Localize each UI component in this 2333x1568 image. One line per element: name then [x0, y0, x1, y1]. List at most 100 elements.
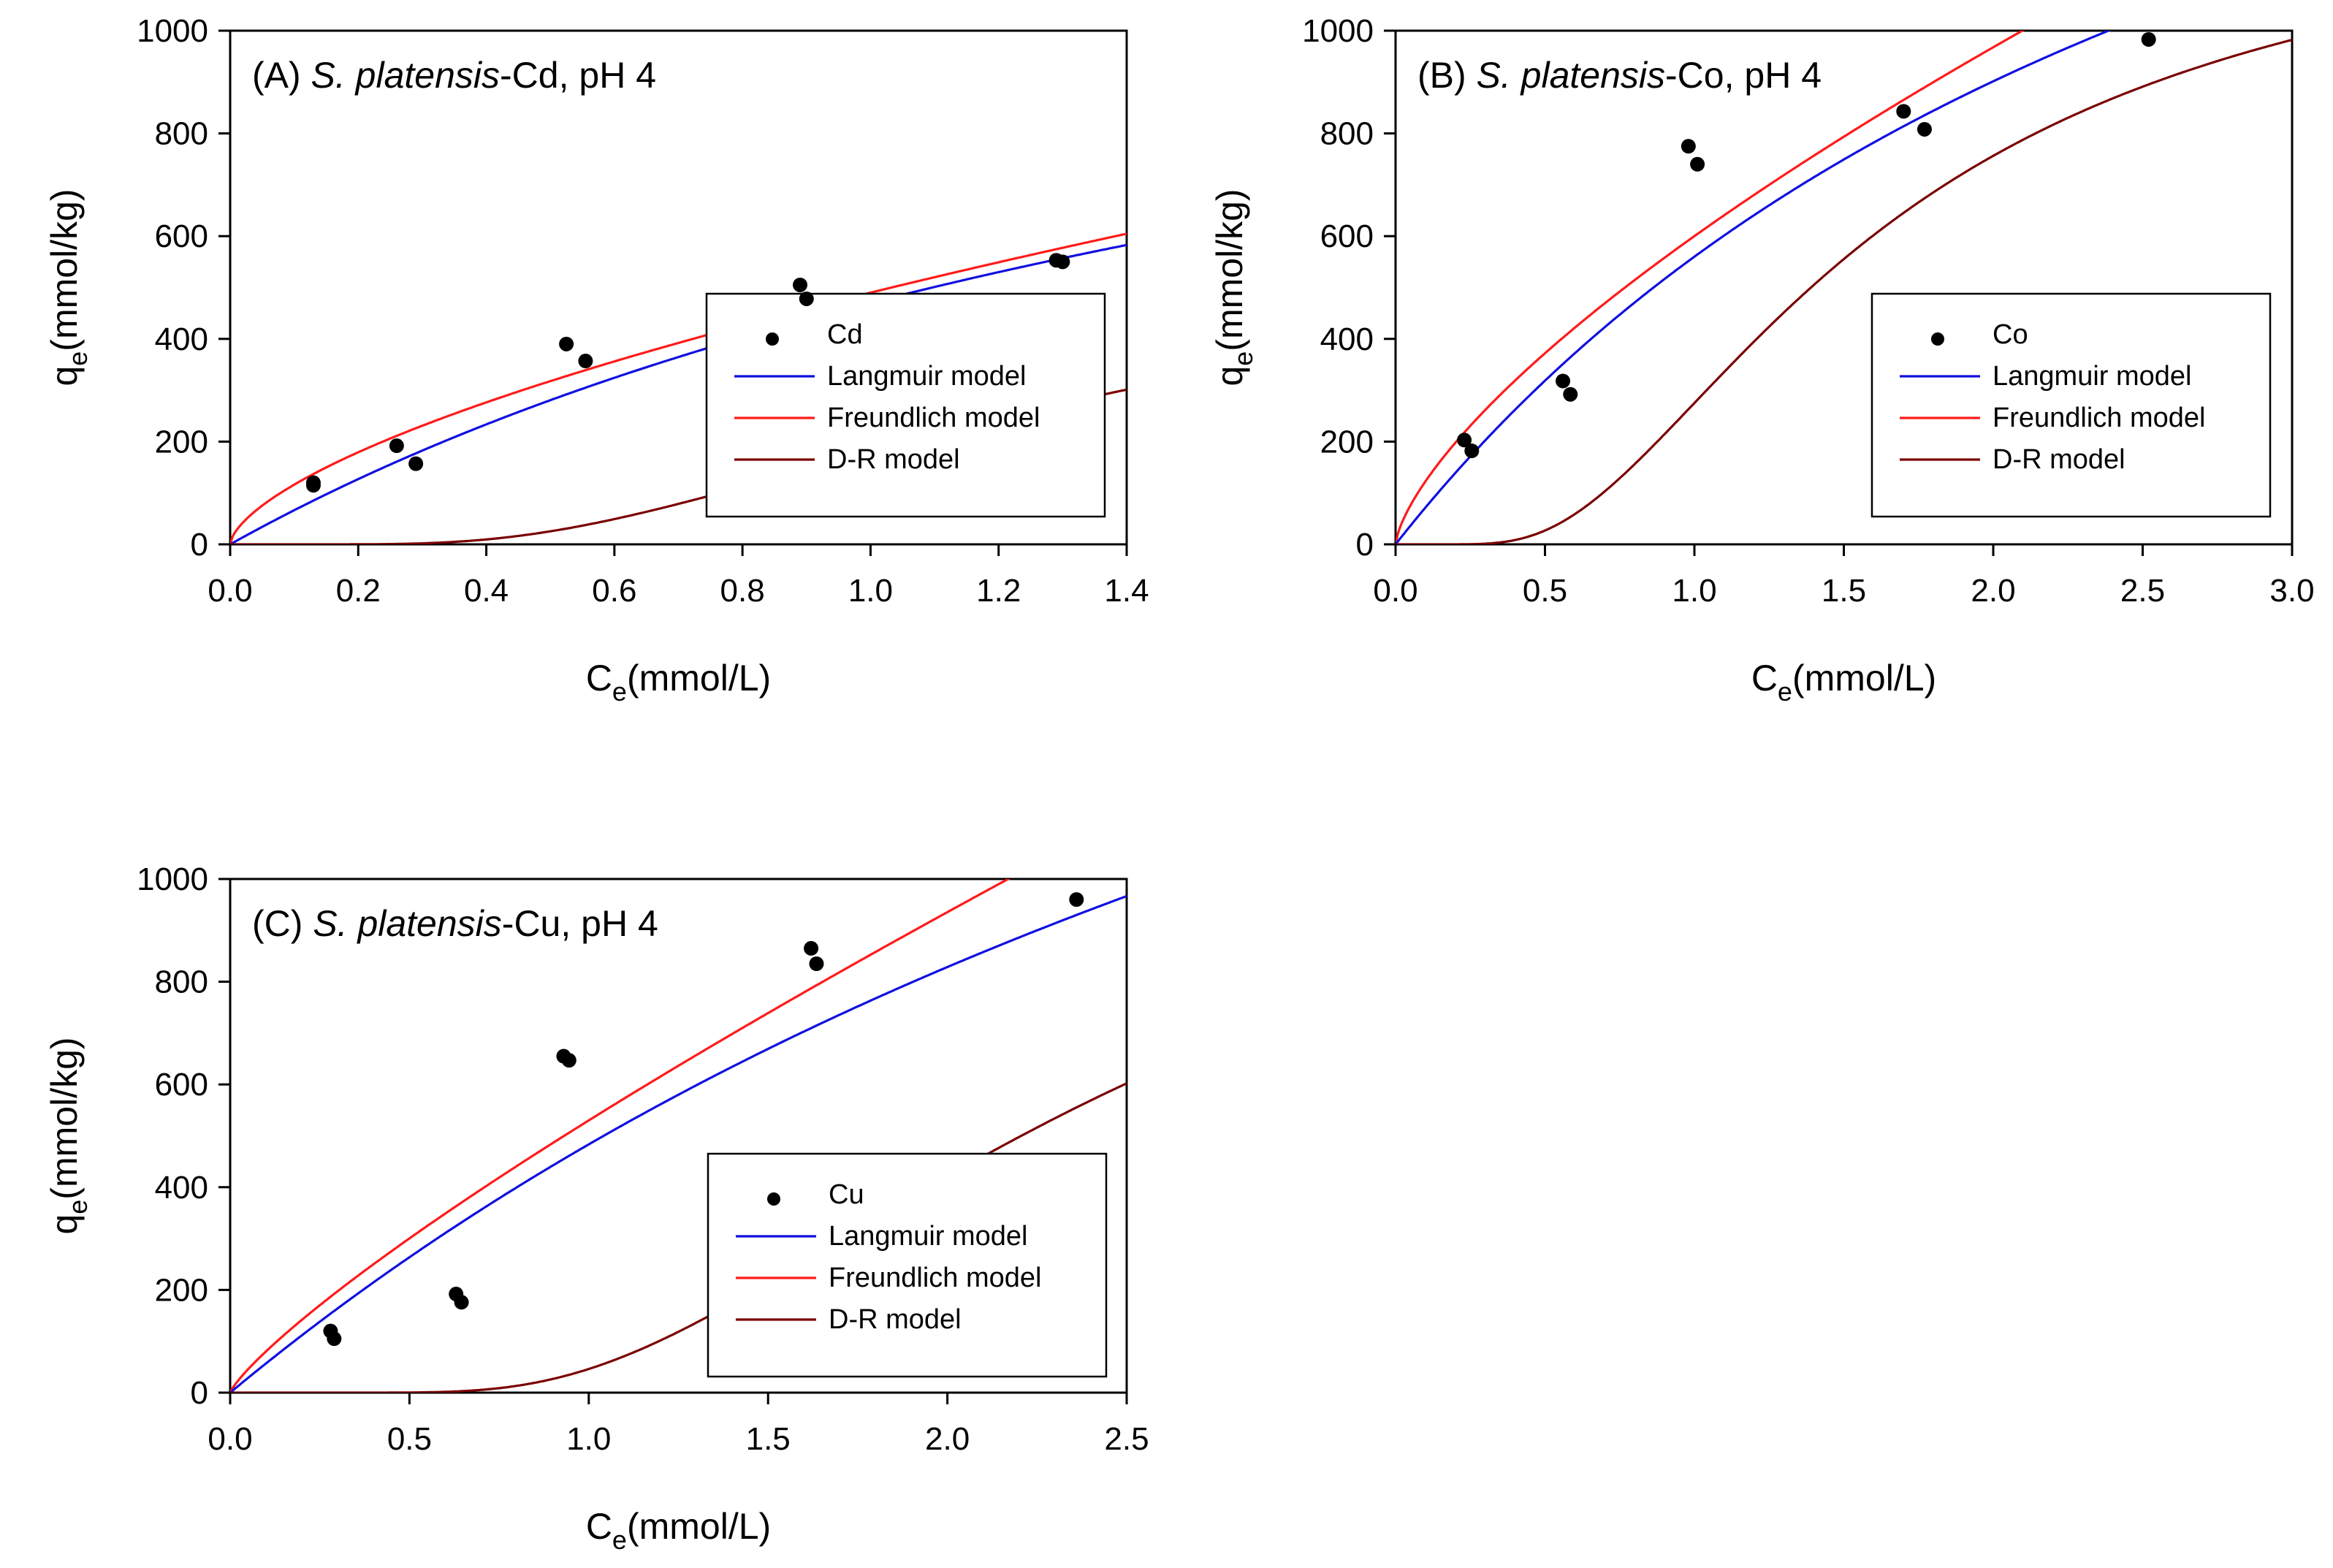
freundlich-curve: [230, 879, 1011, 1393]
x-tick-label: 0.0: [208, 573, 252, 609]
y-tick-label: 400: [155, 321, 208, 357]
data-point: [1055, 254, 1070, 270]
panel-title: (A) S. platensis-Cd, pH 4: [252, 55, 656, 96]
x-tick-label: 1.2: [976, 573, 1021, 609]
x-tick-label: 2.0: [925, 1421, 970, 1457]
legend-label: Co: [1993, 319, 2028, 350]
data-point: [1563, 387, 1578, 402]
legend: Cd Langmuir model Freundlich model D-R mode…: [705, 292, 1106, 518]
x-tick-label: 2.5: [1104, 1421, 1149, 1457]
x-tick-label: 2.0: [1971, 573, 2015, 609]
y-tick-label: 800: [155, 116, 208, 152]
y-tick-label: 200: [155, 424, 208, 460]
data-point: [408, 456, 424, 471]
y-axis-label: qe(mmol/kg): [44, 189, 93, 386]
x-tick-label: 0.5: [1523, 573, 1567, 609]
legend-label: Freundlich model: [1993, 403, 2205, 433]
data-point: [327, 1331, 342, 1347]
data-point: [809, 956, 824, 971]
x-axis-label: Ce(mmol/L): [586, 1506, 771, 1555]
y-tick-label: 1000: [1302, 13, 1374, 49]
legend-label: Cu: [829, 1179, 864, 1210]
y-tick-label: 200: [1320, 424, 1374, 460]
y-tick-label: 600: [1320, 218, 1374, 254]
legend-label: D-R model: [827, 444, 960, 475]
legend-label: D-R model: [829, 1304, 962, 1335]
x-tick-label: 0.0: [1373, 573, 1417, 609]
langmuir-curve: [1396, 31, 2112, 544]
y-tick-label: 0: [191, 527, 208, 563]
y-tick-label: 800: [155, 964, 208, 1000]
data-point: [2141, 31, 2156, 47]
data-point: [1457, 433, 1472, 448]
panel-0: 0.0 0.2 0.4 0.6 0.8 1.0 1.2 1.4 0 200 400 600 800 100…: [44, 13, 1149, 707]
legend-label: Langmuir model: [827, 361, 1026, 392]
legend-label: Langmuir model: [1993, 361, 2191, 392]
plot-frame: [229, 29, 1128, 546]
y-tick-label: 800: [1320, 116, 1374, 152]
panel-title: (C) S. platensis-Cu, pH 4: [252, 903, 658, 944]
x-tick-label: 2.5: [2120, 573, 2165, 609]
x-axis-label: Ce(mmol/L): [586, 658, 771, 707]
x-tick-label: 0.4: [464, 573, 509, 609]
plot-frame: [229, 878, 1128, 1394]
x-tick-label: 1.4: [1104, 573, 1149, 609]
legend: Cu Langmuir model Freundlich model D-R mode…: [707, 1152, 1108, 1378]
data-point: [305, 478, 321, 493]
x-tick-label: 1.0: [566, 1421, 611, 1457]
legend-label: Freundlich model: [827, 403, 1040, 433]
x-tick-label: 1.0: [848, 573, 893, 609]
y-tick-label: 400: [1320, 321, 1374, 357]
data-point: [1896, 104, 1911, 119]
x-tick-label: 1.0: [1672, 573, 1716, 609]
x-axis-label: Ce(mmol/L): [1751, 658, 1936, 707]
data-point: [1464, 444, 1480, 459]
langmuir-curve: [230, 243, 1127, 544]
y-tick-label: 0: [191, 1375, 208, 1411]
data-point: [1069, 892, 1084, 907]
freundlich-curve: [230, 232, 1127, 544]
legend-label: Freundlich model: [829, 1263, 1041, 1293]
data-point: [804, 940, 819, 956]
legend-label: Cd: [827, 319, 863, 350]
x-tick-label: 1.5: [746, 1421, 791, 1457]
panel-1: 0.0 0.5 1.0 1.5 2.0 2.5 3.0 0 200 400 600 800 1000 Ce…: [1209, 13, 2315, 707]
y-tick-label: 400: [155, 1170, 208, 1206]
y-tick-label: 0: [1356, 527, 1374, 563]
x-tick-label: 0.8: [720, 573, 765, 609]
y-tick-label: 200: [155, 1272, 208, 1308]
legend-marker: [766, 332, 779, 346]
y-tick-label: 600: [155, 218, 208, 254]
legend-label: D-R model: [1993, 444, 2125, 475]
langmuir-curve: [230, 894, 1127, 1393]
panel-2: 0.0 0.5 1.0 1.5 2.0 2.5 0 200 400 600 800 1000 Ce(mm…: [44, 861, 1149, 1555]
y-tick-label: 1000: [137, 13, 208, 49]
data-point: [1690, 156, 1705, 172]
freundlich-curve: [1396, 31, 2025, 544]
x-tick-label: 0.0: [208, 1421, 252, 1457]
x-tick-label: 0.6: [592, 573, 636, 609]
legend-box: [1870, 292, 2272, 518]
y-axis-label: qe(mmol/kg): [44, 1037, 93, 1234]
data-point: [578, 354, 593, 369]
data-point: [454, 1295, 469, 1310]
dr-curve: [1396, 38, 2292, 544]
y-tick-label: 600: [155, 1067, 208, 1103]
data-point: [561, 1053, 576, 1068]
legend-marker: [1931, 332, 1944, 346]
legend-marker: [767, 1192, 780, 1206]
data-point: [559, 336, 574, 351]
data-point: [1681, 139, 1696, 154]
data-point: [1556, 373, 1571, 389]
legend: Co Langmuir model Freundlich model D-R mode…: [1870, 292, 2272, 518]
data-point: [1917, 121, 1932, 137]
y-axis-label: qe(mmol/kg): [1209, 189, 1258, 386]
x-tick-label: 0.5: [387, 1421, 432, 1457]
panel-title: (B) S. platensis-Co, pH 4: [1417, 55, 1822, 96]
data-point: [389, 438, 404, 454]
data-point: [799, 291, 814, 306]
x-tick-label: 3.0: [2269, 573, 2314, 609]
data-point: [793, 277, 808, 292]
legend-box: [707, 1152, 1108, 1378]
